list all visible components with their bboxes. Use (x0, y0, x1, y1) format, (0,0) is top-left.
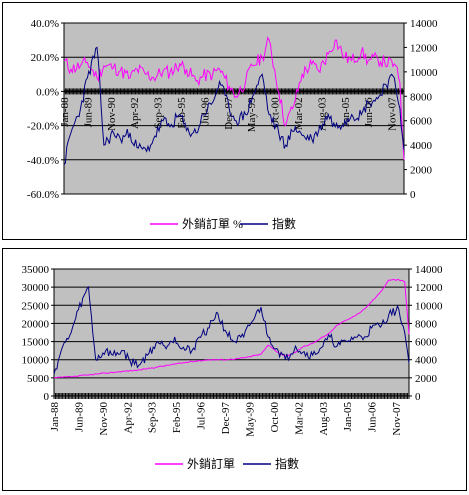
y-right-tick-label: 4000 (410, 140, 433, 152)
x-tick-label: Jun-06 (367, 402, 379, 432)
plot-area (64, 23, 404, 194)
y-right-tick-label: 14000 (415, 264, 443, 276)
series-line-index (63, 46, 405, 166)
y-right-tick-label: 8000 (415, 318, 438, 330)
y-right-tick-label: 10000 (415, 300, 443, 312)
legend-label: 外銷訂單 (187, 456, 235, 471)
y-right-tick-label: 8000 (410, 91, 433, 103)
y-left-tick-label: 30000 (22, 282, 50, 294)
x-tick-label: Oct-00 (269, 402, 281, 433)
x-tick-label: Dec-97 (223, 97, 235, 130)
x-tick-label: May-99 (244, 402, 256, 437)
y-left-tick-label: 35000 (22, 264, 50, 276)
plot-area (54, 269, 409, 396)
y-right-tick-label: 6000 (415, 337, 438, 349)
y-right-tick-label: 6000 (410, 116, 433, 128)
y-left-tick-label: 0.0% (36, 86, 59, 98)
y-left-tick-label: -60.0% (27, 189, 59, 201)
series-line-orders (53, 278, 410, 379)
y-left-tick-label: 0 (44, 391, 50, 403)
chart-bottom: 3500030000250002000015000100005000014000… (22, 264, 444, 471)
y-right-tick-label: 4000 (415, 355, 438, 367)
x-tick-label: Jan-88 (59, 97, 71, 127)
x-tick-label: Nov-90 (106, 97, 118, 131)
y-left-tick-label: 40.0% (31, 18, 59, 30)
x-tick-label: Jan-05 (340, 97, 352, 127)
y-left-tick-label: 25000 (22, 300, 50, 312)
y-left-tick-label: -40.0% (27, 155, 59, 167)
legend-label: 指數 (272, 216, 296, 231)
x-tick-label: Mar-02 (293, 402, 305, 435)
y-left-tick-label: 20.0% (31, 52, 59, 64)
x-tick-label: Dec-97 (220, 402, 232, 435)
y-left-tick-label: -20.0% (27, 121, 59, 133)
x-tick-label: Jan-05 (342, 402, 354, 432)
chart-top: 40.0% 20.0% 0.0% -20.0% -40.0% -60.0% 14000 120… (27, 18, 438, 231)
series-line-index (53, 286, 410, 375)
x-tick-label: Sep-93 (153, 97, 165, 129)
y-right-tick-label: 2000 (415, 373, 438, 385)
x-tick-label: Jul-96 (196, 402, 208, 430)
y-right-tick-label: 0 (410, 189, 416, 201)
y-right-tick-label: 10000 (410, 67, 438, 79)
y-left-tick-label: 15000 (22, 337, 50, 349)
y-right-tick-label: 14000 (410, 18, 438, 30)
y-left-tick-label: 20000 (22, 318, 50, 330)
x-tick-label: Nov-07 (391, 402, 403, 436)
y-right-tick-label: 2000 (410, 165, 433, 177)
plot-border (63, 22, 405, 195)
legend-label: 外銷訂單 % (182, 216, 243, 231)
x-tick-label: Jan-88 (49, 402, 61, 432)
y-left-tick-label: 5000 (27, 373, 50, 385)
x-tick-label: Aug-03 (318, 402, 330, 436)
x-tick-label: Apr-92 (129, 97, 141, 129)
x-tick-label: Feb-95 (176, 97, 188, 129)
y-right-tick-label: 12000 (410, 42, 438, 54)
x-tick-label: Sep-93 (147, 402, 159, 434)
x-tick-label: Feb-95 (171, 402, 183, 434)
x-tick-label: Nov-07 (387, 97, 399, 131)
x-tick-label: May-99 (246, 97, 258, 132)
y-right-tick-label: 0 (415, 391, 421, 403)
y-left-tick-label: 10000 (22, 355, 50, 367)
x-tick-label: Mar-02 (293, 97, 305, 130)
y-right-tick-label: 12000 (415, 282, 443, 294)
x-tick-label: Jun-89 (73, 402, 85, 432)
x-tick-label: Aug-03 (316, 97, 328, 131)
x-tick-label: Nov-90 (98, 402, 110, 436)
series-line-orders (63, 36, 405, 160)
x-tick-label: Jun-89 (82, 97, 94, 127)
legend-label: 指數 (275, 456, 299, 471)
x-tick-label: Apr-92 (122, 402, 134, 434)
